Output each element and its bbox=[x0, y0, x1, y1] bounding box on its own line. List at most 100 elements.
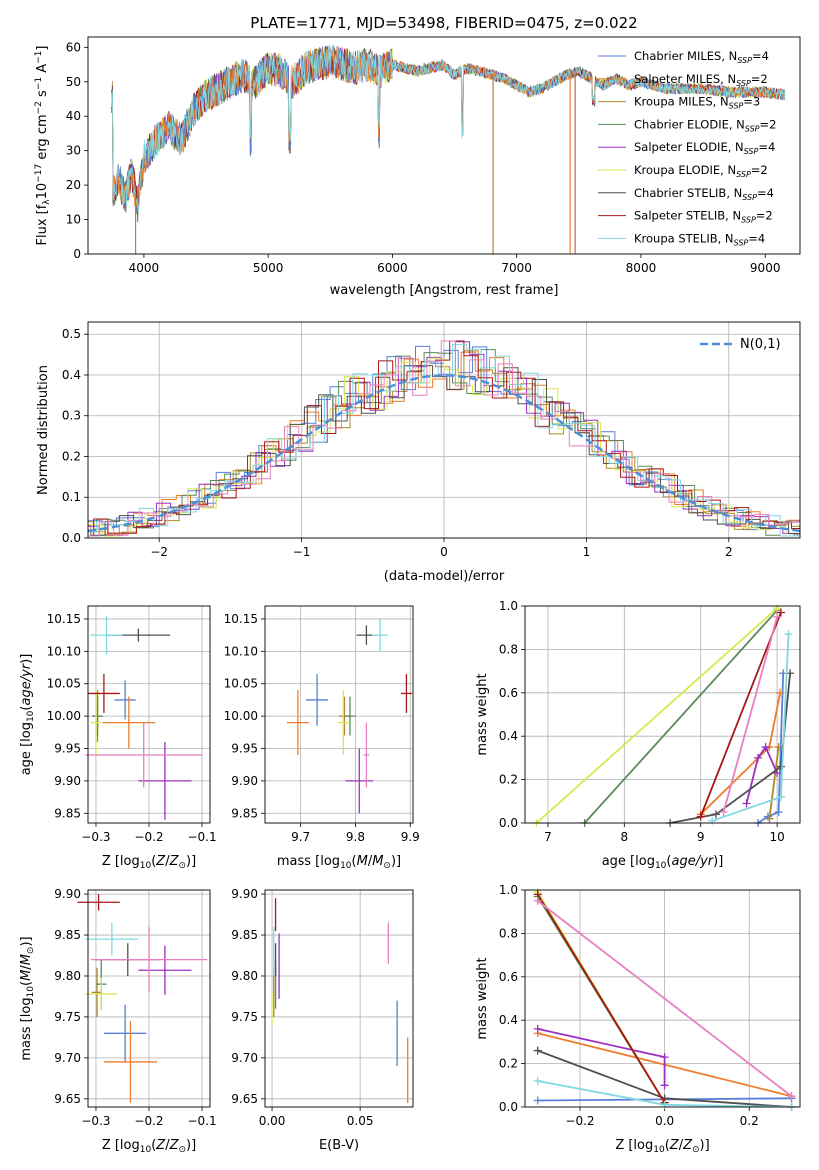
weight-marker-KrouSTELIB bbox=[784, 630, 793, 639]
y-tick-label: 9.75 bbox=[231, 1010, 258, 1024]
y-tick-label: 1.0 bbox=[499, 883, 518, 897]
weight-marker-KrouMILES bbox=[765, 814, 774, 823]
y-axis-label: mass weight bbox=[475, 673, 490, 755]
y-axis-label: Normed distribution bbox=[36, 365, 51, 495]
weight-line-ChabSTELIB bbox=[669, 673, 791, 823]
x-tick-label: 7000 bbox=[501, 261, 532, 275]
weight-marker-KrouSTELIB bbox=[533, 1076, 542, 1085]
y-axis-label: mass [log10(M/M⊙)] bbox=[19, 936, 36, 1060]
x-tick-label: −2 bbox=[150, 545, 168, 559]
x-tick-label: −0.1 bbox=[187, 830, 216, 844]
x-axis-label: mass [log10(M/M⊙)] bbox=[277, 854, 401, 871]
legend-entry: Kroupa MILES, NSSP=3 bbox=[634, 95, 760, 111]
weight-line-ChabMILES bbox=[757, 673, 785, 823]
x-axis-label: age [log10(age/yr)] bbox=[602, 854, 724, 871]
weight-marker-pink bbox=[787, 1092, 796, 1101]
age_Z-axes: −0.3 −0.2 −0.1 9.85 9.90 9.95 10.00 10.05 10.10 1… bbox=[47, 606, 217, 844]
y-tick-label: 0.0 bbox=[499, 816, 518, 830]
weight_Z-frame bbox=[524, 889, 801, 1108]
y-tick-label: 0.6 bbox=[499, 970, 518, 984]
weight-marker-ChabSTELIB bbox=[776, 762, 785, 771]
x-tick-label: 1 bbox=[583, 545, 591, 559]
weight_Z-axes: −0.2 0.0 0.2 0.0 0.2 0.4 0.6 0.8 1.0 bbox=[499, 883, 800, 1128]
y-tick-label: 9.85 bbox=[54, 928, 81, 942]
y-tick-label: 0.1 bbox=[62, 490, 81, 504]
legend-entry: Salpeter ELODIE, NSSP=4 bbox=[634, 140, 775, 156]
age_mass-frame bbox=[264, 605, 414, 824]
age_mass-axes: 9.7 9.8 9.9 9.85 9.90 9.95 10.00 10.05 10.10 10.1… bbox=[224, 606, 420, 844]
y-tick-label: 9.75 bbox=[54, 1010, 81, 1024]
spectrum-frame bbox=[87, 36, 801, 255]
y-tick-label: 0.4 bbox=[62, 368, 81, 382]
mass_ebv-axes: 0.00 0.05 9.65 9.70 9.75 9.80 9.85 9.90 bbox=[231, 887, 413, 1128]
y-axis-label: mass weight bbox=[475, 957, 490, 1039]
gaussian-curve bbox=[87, 374, 801, 533]
x-axis-label: wavelength [Angstrom, rest frame] bbox=[330, 283, 559, 298]
weight_age-frame bbox=[524, 605, 801, 824]
weight-line-ChabELODIE bbox=[583, 609, 778, 823]
y-tick-label: 0.4 bbox=[499, 1013, 518, 1027]
y-tick-label: 9.90 bbox=[54, 887, 81, 901]
weight-line-KrouMILES bbox=[768, 746, 780, 819]
y-tick-label: 9.70 bbox=[54, 1051, 81, 1065]
weight-line-SalpELODIE bbox=[745, 745, 778, 804]
chart-title: PLATE=1771, MJD=53498, FIBERID=0475, z=0… bbox=[250, 14, 637, 32]
y-tick-label: 30 bbox=[66, 144, 81, 158]
x-tick-label: 0.00 bbox=[259, 1114, 286, 1128]
mass_Z-axes: −0.3 −0.2 −0.1 9.65 9.70 9.75 9.80 9.85 9.90 bbox=[54, 887, 216, 1128]
legend-entry: N(0,1) bbox=[740, 337, 781, 352]
y-tick-label: 9.85 bbox=[231, 928, 258, 942]
weight-marker-SalpSTELIB bbox=[776, 608, 785, 617]
y-tick-label: 0.8 bbox=[499, 642, 518, 656]
mass_ebv-frame bbox=[264, 889, 414, 1108]
x-tick-label: −0.2 bbox=[134, 1114, 163, 1128]
weight-marker-KrouSTELIB bbox=[660, 1100, 669, 1109]
y-axis-label: Flux [fλ10−17 erg cm−2 s−1 A−1] bbox=[34, 46, 52, 246]
x-axis-label: Z [log10(Z/Z⊙)] bbox=[102, 1138, 196, 1155]
x-tick-label: 8000 bbox=[626, 261, 657, 275]
weight-marker-SalpELODIE bbox=[660, 1053, 669, 1062]
x-tick-label: 9 bbox=[697, 830, 705, 844]
y-tick-label: 60 bbox=[66, 40, 81, 54]
y-tick-label: 0.2 bbox=[499, 773, 518, 787]
weight-marker-KrouELODIE bbox=[773, 604, 782, 613]
weight-line-pink bbox=[537, 900, 793, 1097]
weight-marker-SalpELODIE bbox=[742, 799, 751, 808]
y-tick-label: 40 bbox=[66, 109, 81, 123]
y-tick-label: 9.90 bbox=[231, 774, 258, 788]
x-axis-label: Z [log10(Z/Z⊙)] bbox=[615, 1138, 709, 1155]
weight-line-pink bbox=[722, 616, 778, 813]
y-tick-label: 10.15 bbox=[224, 612, 258, 626]
y-tick-label: 0.5 bbox=[62, 327, 81, 341]
x-tick-label: 7 bbox=[544, 830, 552, 844]
x-axis-label: (data-model)/error bbox=[384, 569, 505, 584]
y-tick-label: 0 bbox=[73, 247, 81, 261]
x-tick-label: 6000 bbox=[377, 261, 408, 275]
y-tick-label: 0.6 bbox=[499, 686, 518, 700]
weight-marker-pink bbox=[719, 808, 728, 817]
y-tick-label: 0.0 bbox=[499, 1100, 518, 1114]
x-tick-label: 0.2 bbox=[740, 1114, 759, 1128]
weight-marker-ChabMILES bbox=[533, 1096, 542, 1105]
x-tick-label: 8 bbox=[620, 830, 628, 844]
weight-marker-KrouMILES bbox=[774, 743, 783, 752]
y-tick-label: 0.8 bbox=[499, 926, 518, 940]
y-tick-label: 10 bbox=[66, 213, 81, 227]
weight-marker-SalpMILES bbox=[776, 688, 785, 697]
x-tick-label: 9.9 bbox=[401, 830, 420, 844]
y-tick-label: 9.85 bbox=[54, 806, 81, 820]
y-tick-label: 20 bbox=[66, 178, 81, 192]
weight-marker-ChabSTELIB bbox=[711, 810, 720, 819]
y-tick-label: 0.3 bbox=[62, 409, 81, 423]
weight-marker-KrouSTELIB bbox=[776, 792, 785, 801]
legend-entry: Chabrier STELIB, NSSP=4 bbox=[634, 186, 774, 202]
weight-marker-SalpELODIE bbox=[660, 1081, 669, 1090]
y-tick-label: 9.80 bbox=[54, 969, 81, 983]
y-tick-label: 0.0 bbox=[62, 531, 81, 545]
x-tick-label: 2 bbox=[725, 545, 733, 559]
spectrum-series-KrouSTELIB bbox=[111, 44, 786, 214]
legend-entry: Chabrier ELODIE, NSSP=2 bbox=[634, 117, 776, 133]
weight-marker-pink bbox=[773, 612, 782, 621]
y-tick-label: 9.85 bbox=[231, 806, 258, 820]
y-tick-label: 0.2 bbox=[62, 449, 81, 463]
